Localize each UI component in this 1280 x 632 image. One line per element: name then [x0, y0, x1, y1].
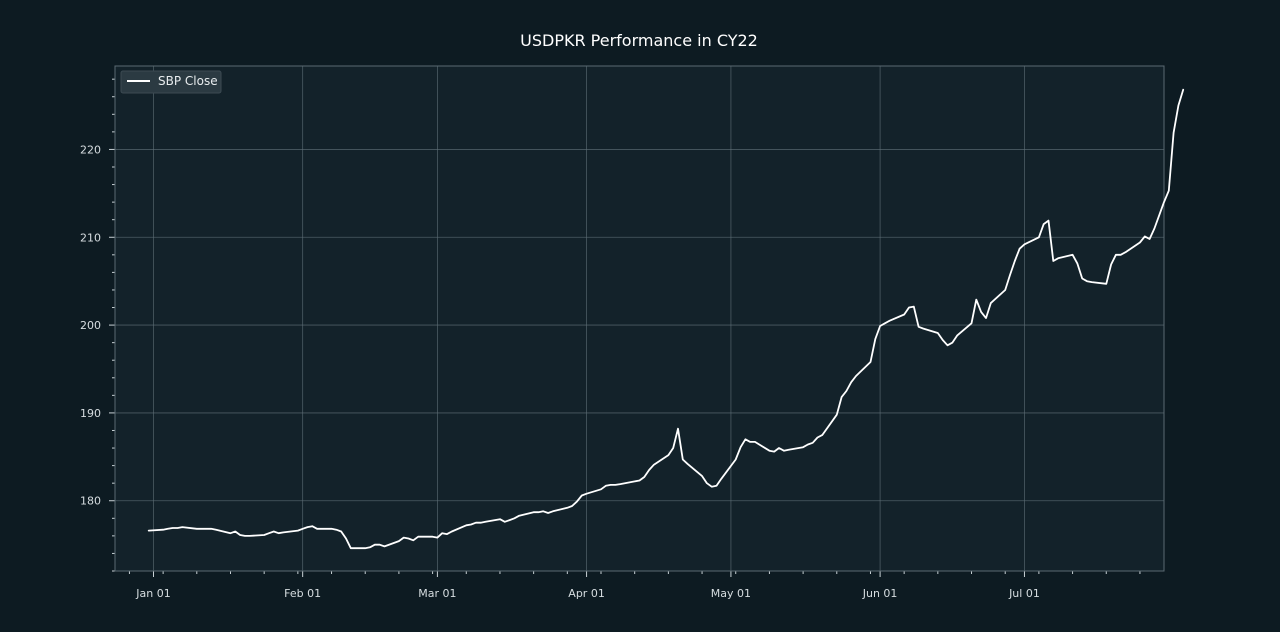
x-tick-label: Jan 01	[135, 587, 170, 600]
x-tick-label: Jul 01	[1008, 587, 1040, 600]
legend-box	[120, 70, 222, 94]
y-tick-label: 180	[80, 495, 101, 508]
y-tick-label: 200	[80, 319, 101, 332]
plot-area	[115, 66, 1164, 571]
x-tick-label: Apr 01	[568, 587, 605, 600]
x-tick-label: May 01	[711, 587, 751, 600]
x-tick-label: Mar 01	[418, 587, 456, 600]
y-tick-label: 220	[80, 143, 101, 156]
series-line-sbp-close	[147, 88, 1185, 550]
legend-label-sbp-close: SBP Close	[158, 74, 218, 88]
y-tick-label: 190	[80, 407, 101, 420]
y-tick-label: 210	[80, 231, 101, 244]
plot-frame	[114, 65, 1165, 572]
x-tick-label: Jun 01	[862, 587, 898, 600]
axes: Jan 01 Feb 01 Mar 01 Apr 01 May 01 Jun 01 Jul …	[80, 65, 1165, 600]
gridlines	[115, 66, 1164, 571]
chart-title: USDPKR Performance in CY22	[520, 31, 758, 50]
series-layer	[147, 88, 1185, 550]
x-tick-label: Feb 01	[284, 587, 321, 600]
legend: SBP Close	[120, 70, 222, 94]
